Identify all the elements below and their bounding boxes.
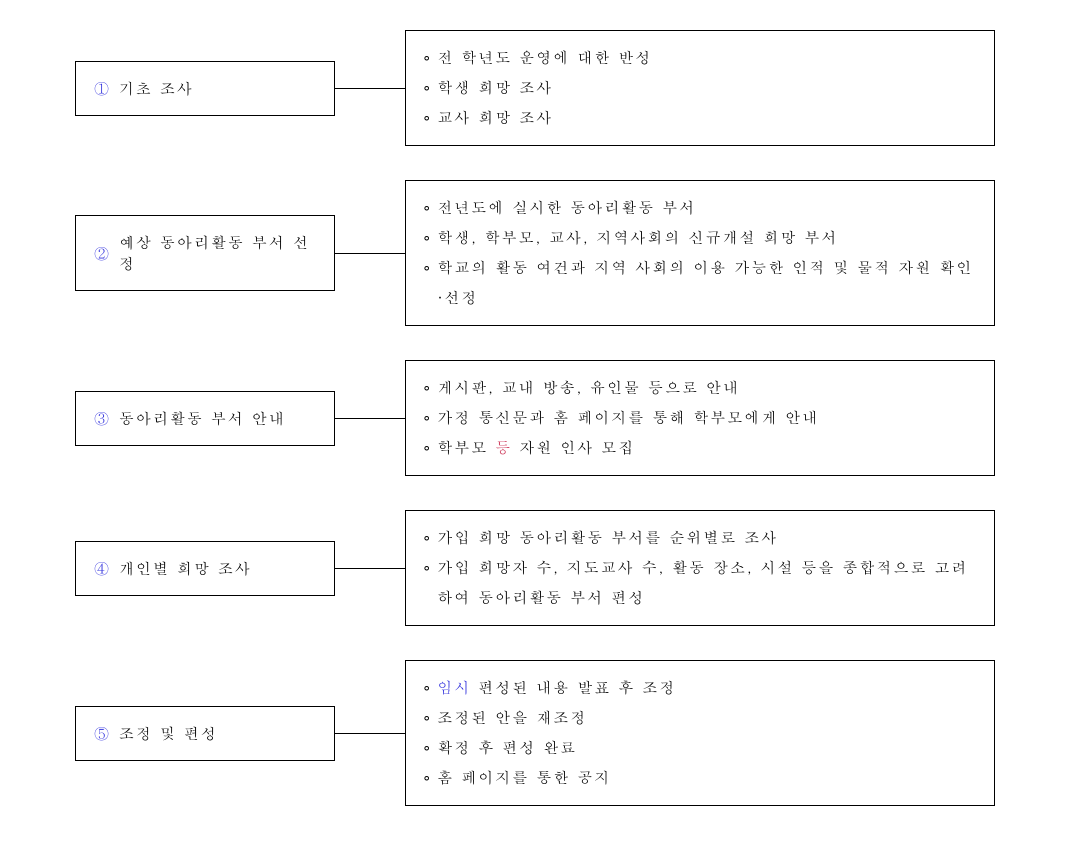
bullet-item: ∘확정 후 편성 완료: [422, 733, 978, 763]
detail-text: 전년도에 실시한 동아리활동 부서: [437, 193, 696, 223]
detail-text: 교사 희망 조사: [437, 103, 553, 133]
detail-text: 가입 희망자 수, 지도교사 수, 활동 장소, 시설 등을 종합적으로 고려하…: [437, 553, 978, 613]
step-title: 기초 조사: [119, 78, 194, 99]
detail-text: 게시판, 교내 방송, 유인물 등으로 안내: [437, 373, 740, 403]
bullet-item: ∘전 학년도 운영에 대한 반성: [422, 43, 978, 73]
step-row-2: ② 예상 동아리활동 부서 선정 ∘전년도에 실시한 동아리활동 부서 ∘학생,…: [75, 180, 1037, 326]
bullet-icon: ∘: [422, 523, 433, 553]
title-box-2: ② 예상 동아리활동 부서 선정: [75, 215, 335, 291]
step-title: 조정 및 편성: [119, 723, 218, 744]
bullet-icon: ∘: [422, 223, 433, 253]
bullet-icon: ∘: [422, 433, 433, 463]
bullet-icon: ∘: [422, 703, 433, 733]
highlight-text: 임시: [437, 677, 471, 698]
bullet-item: ∘게시판, 교내 방송, 유인물 등으로 안내: [422, 373, 978, 403]
detail-text: 학생 희망 조사: [437, 73, 553, 103]
step-row-5: ⑤ 조정 및 편성 ∘임시 편성된 내용 발표 후 조정 ∘조정된 안을 재조정…: [75, 660, 1037, 806]
step-number: ②: [94, 243, 111, 264]
step-number: ④: [94, 558, 111, 579]
connector: [335, 568, 405, 569]
bullet-icon: ∘: [422, 763, 433, 793]
detail-text: 가정 통신문과 홈 페이지를 통해 학부모에게 안내: [437, 403, 819, 433]
detail-box-2: ∘전년도에 실시한 동아리활동 부서 ∘학생, 학부모, 교사, 지역사회의 신…: [405, 180, 995, 326]
detail-box-1: ∘전 학년도 운영에 대한 반성 ∘학생 희망 조사 ∘교사 희망 조사: [405, 30, 995, 146]
detail-text: 조정된 안을 재조정: [437, 703, 587, 733]
detail-text: 홈 페이지를 통한 공지: [437, 763, 611, 793]
connector: [335, 253, 405, 254]
detail-box-4: ∘가입 희망 동아리활동 부서를 순위별로 조사 ∘가입 희망자 수, 지도교사…: [405, 510, 995, 626]
bullet-icon: ∘: [422, 73, 433, 103]
detail-text: 가입 희망 동아리활동 부서를 순위별로 조사: [437, 523, 778, 553]
bullet-icon: ∘: [422, 43, 433, 73]
bullet-icon: ∘: [422, 373, 433, 403]
bullet-icon: ∘: [422, 253, 433, 313]
bullet-item: ∘조정된 안을 재조정: [422, 703, 978, 733]
bullet-item: ∘가입 희망자 수, 지도교사 수, 활동 장소, 시설 등을 종합적으로 고려…: [422, 553, 978, 613]
connector: [335, 418, 405, 419]
flowchart-container: ① 기초 조사 ∘전 학년도 운영에 대한 반성 ∘학생 희망 조사 ∘교사 희…: [75, 30, 1037, 806]
bullet-item: ∘학교의 활동 여건과 지역 사회의 이용 가능한 인적 및 물적 자원 확인·…: [422, 253, 978, 313]
title-box-4: ④ 개인별 희망 조사: [75, 541, 335, 596]
connector: [335, 733, 405, 734]
title-box-1: ① 기초 조사: [75, 61, 335, 116]
bullet-icon: ∘: [422, 193, 433, 223]
bullet-item: ∘학부모 등 자원 인사 모집: [422, 433, 978, 463]
title-box-3: ③ 동아리활동 부서 안내: [75, 391, 335, 446]
detail-box-5: ∘임시 편성된 내용 발표 후 조정 ∘조정된 안을 재조정 ∘확정 후 편성 …: [405, 660, 995, 806]
step-row-4: ④ 개인별 희망 조사 ∘가입 희망 동아리활동 부서를 순위별로 조사 ∘가입…: [75, 510, 1037, 626]
bullet-icon: ∘: [422, 103, 433, 133]
step-title: 개인별 희망 조사: [119, 558, 252, 579]
bullet-item: ∘학생 희망 조사: [422, 73, 978, 103]
highlight-text: 등: [495, 437, 512, 458]
bullet-item: ∘전년도에 실시한 동아리활동 부서: [422, 193, 978, 223]
bullet-item: ∘임시 편성된 내용 발표 후 조정: [422, 673, 978, 703]
bullet-item: ∘홈 페이지를 통한 공지: [422, 763, 978, 793]
detail-text: 학생, 학부모, 교사, 지역사회의 신규개설 희망 부서: [437, 223, 838, 253]
detail-text: 확정 후 편성 완료: [437, 733, 577, 763]
step-row-3: ③ 동아리활동 부서 안내 ∘게시판, 교내 방송, 유인물 등으로 안내 ∘가…: [75, 360, 1037, 476]
connector: [335, 88, 405, 89]
title-box-5: ⑤ 조정 및 편성: [75, 706, 335, 761]
step-row-1: ① 기초 조사 ∘전 학년도 운영에 대한 반성 ∘학생 희망 조사 ∘교사 희…: [75, 30, 1037, 146]
bullet-icon: ∘: [422, 553, 433, 613]
step-number: ⑤: [94, 723, 111, 744]
bullet-item: ∘교사 희망 조사: [422, 103, 978, 133]
step-number: ①: [94, 78, 111, 99]
step-title: 동아리활동 부서 안내: [119, 408, 286, 429]
detail-text: 학교의 활동 여건과 지역 사회의 이용 가능한 인적 및 물적 자원 확인·선…: [437, 253, 978, 313]
bullet-item: ∘가입 희망 동아리활동 부서를 순위별로 조사: [422, 523, 978, 553]
bullet-item: ∘학생, 학부모, 교사, 지역사회의 신규개설 희망 부서: [422, 223, 978, 253]
bullet-item: ∘가정 통신문과 홈 페이지를 통해 학부모에게 안내: [422, 403, 978, 433]
bullet-icon: ∘: [422, 733, 433, 763]
detail-text: 임시 편성된 내용 발표 후 조정: [437, 673, 676, 703]
step-title: 예상 동아리활동 부서 선정: [119, 232, 316, 274]
step-number: ③: [94, 408, 111, 429]
bullet-icon: ∘: [422, 403, 433, 433]
bullet-icon: ∘: [422, 673, 433, 703]
detail-text: 학부모 등 자원 인사 모집: [437, 433, 635, 463]
detail-box-3: ∘게시판, 교내 방송, 유인물 등으로 안내 ∘가정 통신문과 홈 페이지를 …: [405, 360, 995, 476]
detail-text: 전 학년도 운영에 대한 반성: [437, 43, 652, 73]
